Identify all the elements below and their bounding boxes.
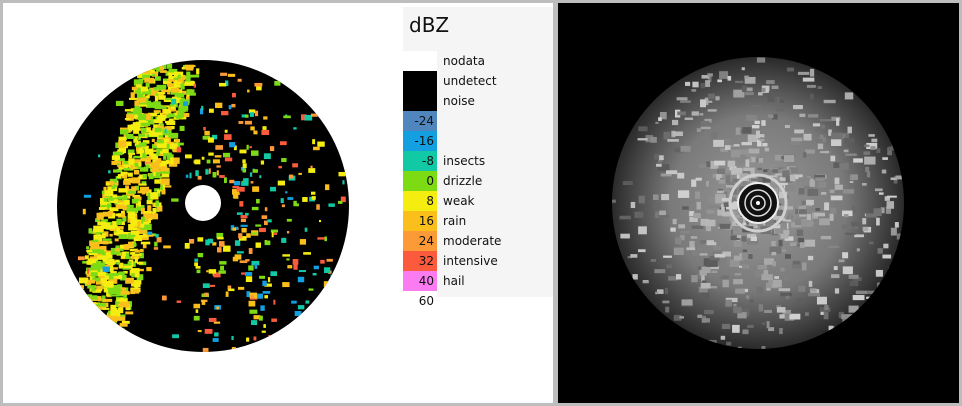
radar-center-gap	[185, 185, 221, 221]
legend-swatch: 0	[403, 171, 437, 191]
legend-label: weak	[443, 194, 475, 208]
legend-label: nodata	[443, 54, 485, 68]
legend-swatch: 60	[403, 291, 437, 311]
legend-swatch: 24	[403, 231, 437, 251]
legend-swatch	[403, 51, 437, 71]
legend-label: intensive	[443, 254, 498, 268]
legend-label: rain	[443, 214, 467, 228]
legend-label: insects	[443, 154, 486, 168]
legend-label: moderate	[443, 234, 502, 248]
quality-panel	[558, 3, 959, 403]
legend-swatch: -8	[403, 151, 437, 171]
legend-label: undetect	[443, 74, 497, 88]
legend-label: hail	[443, 274, 465, 288]
legend-swatch: 16	[403, 211, 437, 231]
legend-swatch: 8	[403, 191, 437, 211]
quality-radar-image	[612, 57, 904, 349]
legend-title: dBZ	[409, 13, 450, 37]
legend-swatch: -16	[403, 131, 437, 151]
dbz-legend: dBZ nodata undetect noise -24 -16 -8 insects 0 d…	[403, 7, 553, 311]
legend-swatch	[403, 71, 437, 91]
reflectivity-radar-image	[57, 60, 349, 352]
legend-swatch: 40	[403, 271, 437, 291]
legend-swatch: 32	[403, 251, 437, 271]
legend-label: noise	[443, 94, 475, 108]
legend-swatch: -24	[403, 111, 437, 131]
legend-swatch	[403, 91, 437, 111]
reflectivity-panel: dBZ nodata undetect noise -24 -16 -8 insects 0 d…	[3, 3, 553, 403]
legend-label: drizzle	[443, 174, 483, 188]
radar-center-rings	[728, 173, 788, 233]
